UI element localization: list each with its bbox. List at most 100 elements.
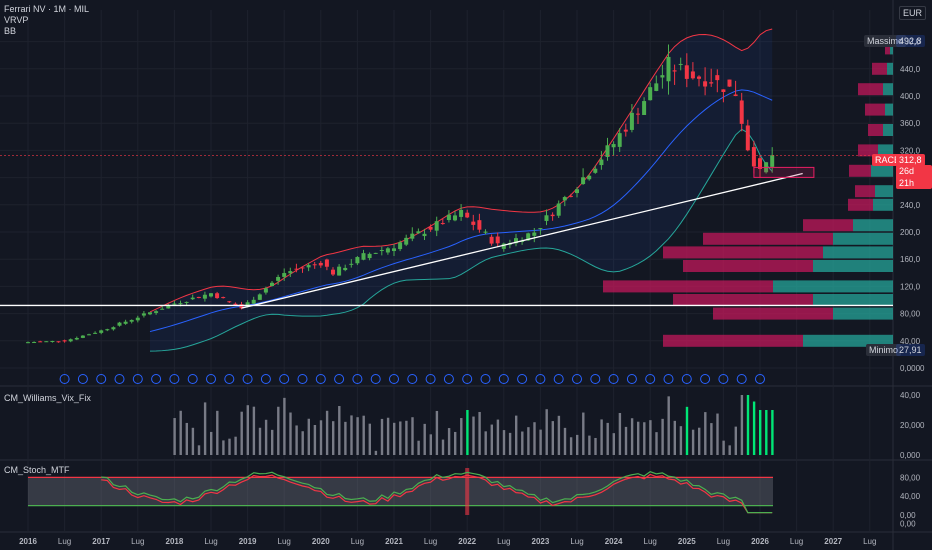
x-tick-label: 2017: [92, 537, 110, 546]
wvf-bar: [429, 434, 432, 455]
candle-body: [166, 305, 171, 309]
y-tick-label: 360,0: [900, 119, 921, 128]
volume-bar-up: [875, 185, 893, 198]
wvf-bar: [191, 427, 195, 455]
volume-bar-down: [683, 260, 813, 272]
wvf-bar: [606, 422, 609, 455]
wvf-bar: [765, 410, 768, 455]
wvf-bar: [655, 432, 658, 455]
event-marker: [736, 374, 747, 384]
x-tick-label: 2020: [312, 537, 330, 546]
candle-body: [154, 311, 159, 313]
event-marker: [608, 374, 619, 384]
wvf-bar: [417, 440, 420, 455]
candle-body: [605, 145, 610, 157]
candle-body: [489, 236, 494, 244]
wvf-bar: [643, 422, 646, 455]
candle-body: [471, 221, 476, 225]
event-marker: [590, 374, 601, 384]
event-marker: [77, 374, 88, 384]
event-marker: [645, 374, 656, 384]
candle-body: [318, 262, 323, 266]
chart-title: Ferrari NV · 1M · MIL: [4, 4, 90, 14]
candle-body: [56, 341, 61, 343]
candle-body: [148, 312, 152, 315]
event-markers[interactable]: [59, 374, 765, 384]
candle-body: [129, 319, 134, 322]
wvf-bar: [691, 429, 695, 455]
candle-body: [196, 296, 201, 299]
bb-lower-line: [149, 128, 773, 352]
x-tick-label: 2026: [751, 537, 769, 546]
candle-body: [26, 342, 30, 344]
ticker-tag: RACE: [872, 154, 904, 166]
wvf-bar: [423, 423, 426, 455]
candle-body: [709, 82, 714, 84]
event-marker: [279, 374, 290, 384]
wvf-bar: [234, 436, 237, 455]
wvf-bar: [545, 409, 548, 455]
candle-body: [703, 81, 708, 87]
event-marker: [498, 374, 509, 384]
candle-body: [550, 214, 555, 217]
x-tick-label: Lug: [58, 537, 71, 546]
y-tick-label: 480,0: [900, 38, 921, 47]
y-tick-label: 320,0: [900, 146, 921, 155]
candle-body: [87, 334, 91, 336]
countdown-tag: 26d 21h: [896, 165, 932, 189]
stoch-d-line: [101, 473, 773, 514]
wvf-bar: [685, 406, 689, 455]
candle-body: [660, 75, 665, 78]
wvf-bar: [228, 438, 231, 455]
volume-bar-up: [833, 307, 893, 320]
williams-vix-fix-bars: [173, 395, 774, 455]
candle-body: [434, 221, 439, 231]
wvf-bar: [771, 410, 774, 455]
wvf-bar: [460, 418, 463, 455]
volume-bar-up: [885, 103, 893, 116]
wvf-bar: [496, 419, 500, 455]
candle-body: [233, 303, 238, 306]
wvf-bar: [258, 427, 262, 455]
volume-bar-up: [873, 198, 893, 211]
indicator-vrvp[interactable]: VRVP: [4, 15, 29, 25]
volume-bar-up: [890, 42, 893, 55]
wvf-bar: [637, 421, 640, 455]
wvf-bar: [197, 445, 201, 455]
wvf-bar: [734, 426, 737, 455]
stoch-tick-label: 0,00: [900, 519, 916, 528]
wvf-bar: [447, 428, 451, 455]
volume-bar-down: [703, 232, 833, 245]
event-marker: [718, 374, 729, 384]
candle-body: [465, 212, 470, 218]
candle-body: [324, 259, 329, 267]
candle-body: [453, 215, 457, 221]
y-tick-label: 440,0: [900, 65, 921, 74]
indicator-bb[interactable]: BB: [4, 26, 17, 36]
x-tick-label: Lug: [497, 537, 510, 546]
candle-body: [599, 159, 604, 166]
candle-body: [385, 248, 390, 253]
volume-bar-up: [803, 334, 893, 347]
candle-body: [556, 203, 561, 216]
wvf-bar: [746, 395, 750, 455]
trend-lines[interactable]: [0, 154, 893, 309]
event-marker: [572, 374, 582, 384]
stoch-overbought-marker: [465, 468, 470, 515]
event-marker: [553, 374, 564, 384]
candle-body: [495, 236, 500, 244]
stoch-tick-label: 80,00: [900, 473, 921, 482]
wvf-bar: [454, 431, 457, 455]
candle-body: [532, 232, 537, 236]
low-value: 27,91: [896, 344, 925, 356]
currency-button[interactable]: EUR: [898, 6, 926, 20]
price-candles[interactable]: [26, 44, 775, 344]
wvf-bar: [374, 450, 378, 455]
wvf-bar: [411, 417, 414, 455]
wvf-bar: [368, 423, 371, 455]
candle-body: [257, 294, 262, 300]
candle-body: [288, 271, 293, 274]
x-tick-label: Lug: [131, 537, 144, 546]
